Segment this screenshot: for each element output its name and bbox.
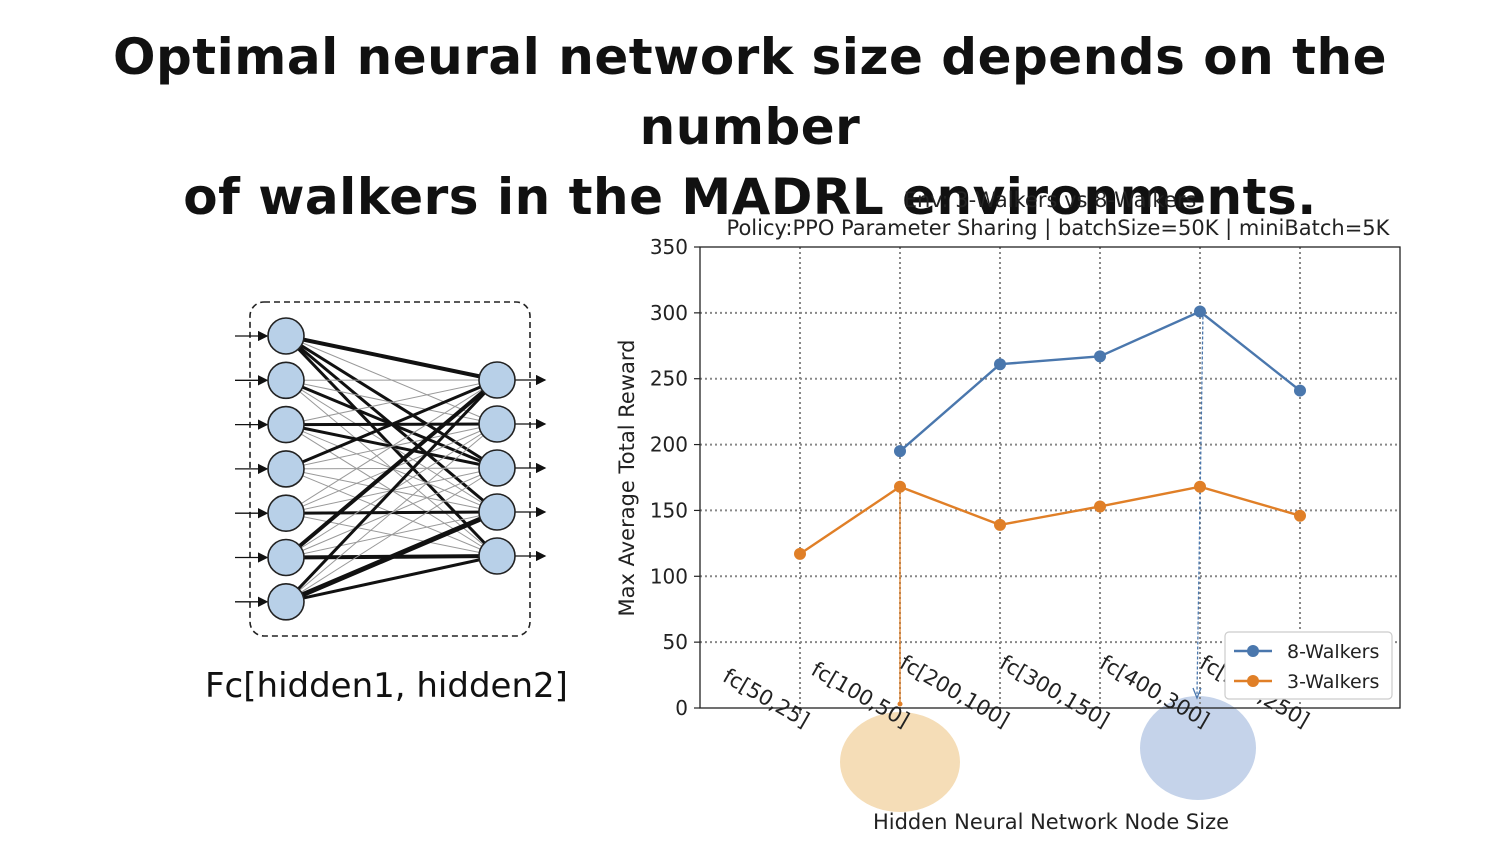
data-point <box>1094 350 1106 363</box>
input-node <box>267 317 305 355</box>
hidden-node <box>478 493 516 531</box>
data-point <box>994 358 1006 371</box>
annotation-drop-line-blue <box>1196 311 1204 695</box>
data-point <box>894 480 906 493</box>
input-node <box>267 361 305 400</box>
hidden-node <box>478 449 516 487</box>
legend-box <box>1224 631 1393 700</box>
data-point <box>894 445 906 458</box>
legend-marker <box>1247 675 1259 687</box>
connection-line <box>285 467 498 603</box>
neural-network-diagram <box>235 301 547 637</box>
legend-label: 3-Walkers <box>1287 671 1379 693</box>
slide-title-line-2: of walkers in the MADRL environments. <box>183 168 1317 226</box>
data-point <box>1194 305 1206 318</box>
connection-line <box>285 379 498 514</box>
input-node <box>267 450 305 488</box>
chart-title: Env: 3-Walkers vs 8-Walkers <box>904 188 1197 212</box>
connection-line <box>285 379 498 426</box>
axes-layer <box>699 246 1401 709</box>
input-node <box>267 538 305 577</box>
y-tick-label: 100 <box>650 564 688 588</box>
connection-line <box>285 509 498 605</box>
grid-layer <box>700 247 1400 708</box>
connection-line <box>285 423 498 603</box>
legend-marker <box>1247 645 1259 657</box>
hidden-node <box>478 361 516 399</box>
y-axis-label: Max Average Total Reward <box>615 340 639 617</box>
annotation-arrowhead-blue <box>1192 687 1202 700</box>
connection-line <box>285 334 498 382</box>
y-tick-label: 300 <box>650 301 688 325</box>
tick-labels: 050100150200250300350fc[50,25]fc[100,50]… <box>650 235 1314 732</box>
y-tick-label: 250 <box>650 367 688 391</box>
y-tick-label: 0 <box>675 696 688 720</box>
series-line <box>799 485 1301 555</box>
input-node <box>267 405 305 444</box>
data-point <box>794 547 806 560</box>
diagram-frame <box>249 301 531 637</box>
slide-title-line-1: Optimal neural network size depends on t… <box>112 28 1388 156</box>
connection-line <box>285 378 498 471</box>
y-tick-label: 50 <box>663 630 688 654</box>
data-point <box>1294 384 1306 397</box>
input-node <box>267 582 305 621</box>
diagram-caption: Fc[hidden1, hidden2] <box>205 666 568 706</box>
data-point <box>1194 480 1206 493</box>
highlight-ellipse-blue <box>1140 696 1256 800</box>
plot-frame <box>699 246 1401 709</box>
y-tick-label: 350 <box>650 235 688 259</box>
hidden-node <box>478 537 516 575</box>
annotation-end-dot-orange <box>897 701 903 707</box>
x-tick-label: fc[300,150] <box>996 650 1114 732</box>
input-node <box>267 494 305 532</box>
y-tick-label: 200 <box>650 433 688 457</box>
line-chart: 050100150200250300350fc[50,25]fc[100,50]… <box>615 188 1401 834</box>
chart-legend: 8-Walkers 3-Walkers <box>1224 631 1393 700</box>
data-point <box>1094 500 1106 513</box>
y-tick-label: 150 <box>650 498 688 522</box>
data-point <box>1294 509 1306 522</box>
data-point <box>994 518 1006 531</box>
legend-label: 8-Walkers <box>1287 641 1379 663</box>
connection-line <box>284 378 499 603</box>
highlight-layer <box>840 696 1256 812</box>
x-axis-label: Hidden Neural Network Node Size <box>873 810 1229 834</box>
connection-line <box>285 554 498 604</box>
slide-title: Optimal neural network size depends on t… <box>0 22 1500 232</box>
hidden-node <box>478 405 516 443</box>
chart-subtitle: Policy:PPO Parameter Sharing | batchSize… <box>727 216 1391 241</box>
highlight-ellipse-orange <box>840 712 960 812</box>
series-layer <box>794 305 1306 707</box>
connection-line <box>284 378 499 560</box>
